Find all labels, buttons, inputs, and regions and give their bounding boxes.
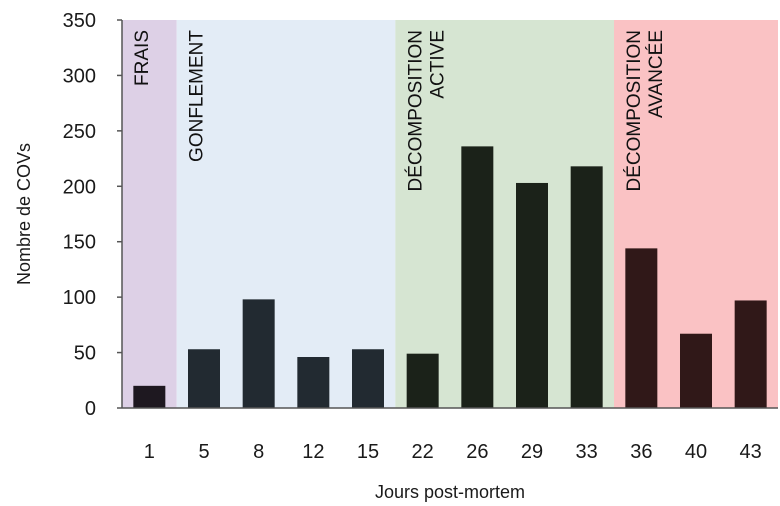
y-tick-label: 50: [74, 343, 96, 365]
x-tick-label: 12: [302, 441, 324, 463]
x-tick-label: 40: [685, 441, 707, 463]
bar: [297, 357, 330, 408]
x-tick-label: 1: [144, 441, 155, 463]
x-tick-label: 5: [198, 441, 209, 463]
bar: [461, 146, 494, 408]
bar: [242, 299, 275, 408]
bar: [188, 349, 220, 408]
y-tick-label: 350: [63, 10, 96, 32]
x-tick-label: 15: [357, 441, 379, 463]
y-axis-ticks: 0 50 100 150 200 250 300 350: [63, 10, 122, 420]
y-axis-label: Nombre de COVs: [14, 143, 34, 285]
bar: [734, 300, 767, 408]
bar: [133, 385, 166, 408]
phase-label: ACTIVE: [427, 30, 448, 99]
phase-label: DÉCOMPOSITION: [624, 30, 645, 192]
phase-label: DÉCOMPOSITION: [405, 30, 426, 192]
x-tick-label: 43: [740, 441, 762, 463]
bar: [352, 349, 384, 408]
phase-band: [176, 20, 396, 408]
phase-label: GONFLEMENT: [187, 30, 208, 162]
bars: [133, 146, 767, 408]
bar: [516, 182, 548, 408]
phase-labels: FRAIS GONFLEMENT DÉCOMPOSITION ACTIVE DÉCOMP…: [132, 30, 667, 192]
y-tick-label: 0: [85, 398, 96, 420]
y-tick-label: 250: [63, 121, 96, 143]
x-tick-label: 33: [576, 441, 598, 463]
phase-label: AVANCÉE: [646, 30, 667, 118]
x-axis-ticks: 1 5 8 12 15 22 26 29 33 36 40 43: [144, 441, 762, 463]
x-tick-label: 29: [521, 441, 543, 463]
x-tick-label: 22: [412, 441, 434, 463]
bar: [625, 248, 658, 408]
phase-bands: [122, 20, 778, 408]
x-axis-label: Jours post-mortem: [375, 482, 525, 502]
y-tick-label: 150: [63, 232, 96, 254]
x-tick-label: 8: [253, 441, 264, 463]
y-tick-label: 300: [63, 65, 96, 87]
y-tick-label: 200: [63, 176, 96, 198]
bar: [570, 166, 603, 408]
bar: [680, 333, 712, 408]
y-tick-label: 100: [63, 287, 96, 309]
x-tick-label: 36: [630, 441, 652, 463]
bar: [406, 353, 439, 408]
x-tick-label: 26: [466, 441, 488, 463]
phase-label: FRAIS: [132, 30, 153, 86]
phase-band: [122, 20, 177, 408]
